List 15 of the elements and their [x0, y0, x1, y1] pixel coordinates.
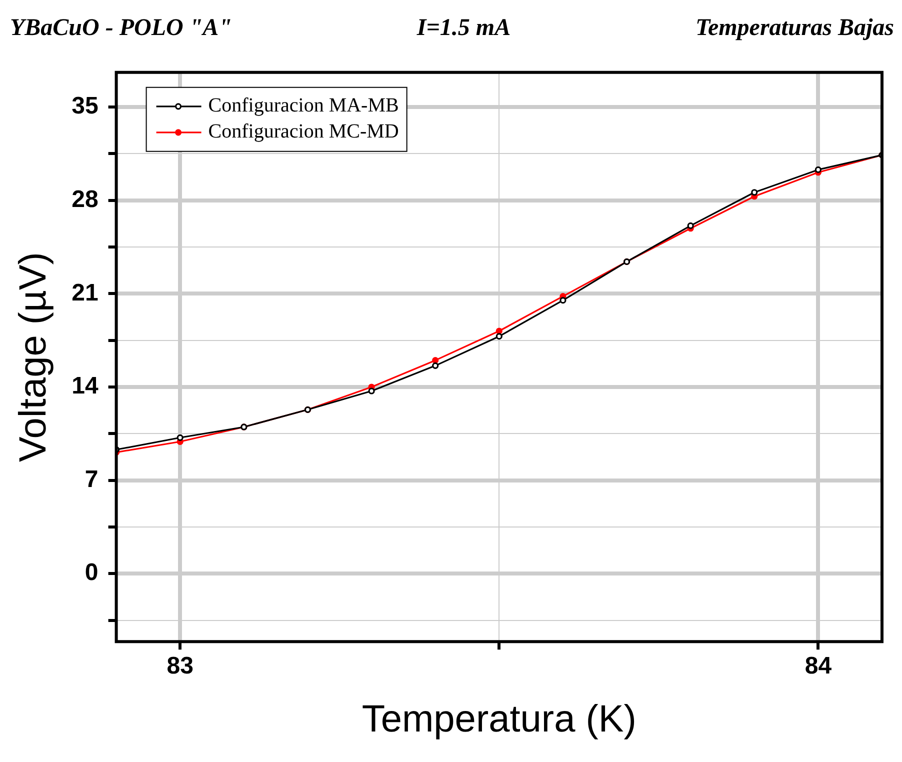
- y-tick-label: 21: [72, 279, 98, 306]
- y-tick-label: 7: [84, 466, 98, 493]
- y-tick-label: 14: [72, 372, 99, 400]
- x-tick-label: 83: [166, 652, 194, 680]
- x-tick-label: 84: [804, 652, 832, 680]
- y-tick-label: 0: [84, 559, 98, 586]
- text: Temperaturas Bajas: [696, 14, 894, 42]
- legend-label: Configuracion MA-MB: [208, 94, 399, 117]
- y-tick-label: 35: [72, 92, 98, 120]
- chart-subtitle: I=1.5 mA: [416, 14, 511, 42]
- y-tick-label: 28: [72, 186, 98, 213]
- x-axis-title: Temperatura (K): [362, 698, 636, 741]
- chart-title: YBaCuO - POLO "A": [10, 14, 232, 42]
- y-axis-title: Voltage (µV): [12, 252, 54, 462]
- legend-label: Configuracion MC-MD: [208, 120, 399, 143]
